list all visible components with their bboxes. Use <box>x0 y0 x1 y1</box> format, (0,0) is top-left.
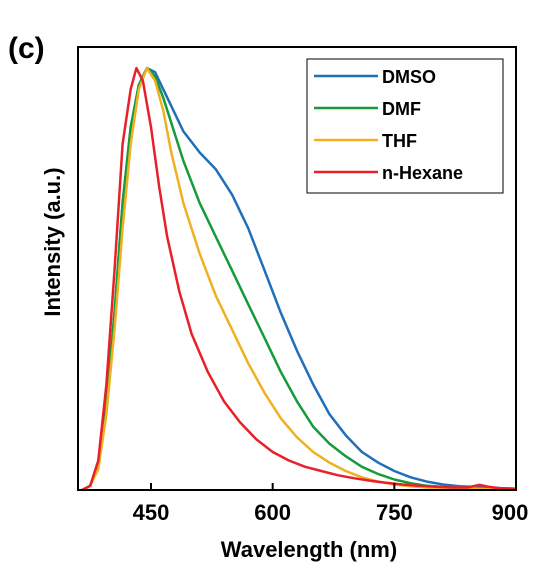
series-layer <box>81 66 517 492</box>
panel-label: (c) <box>8 32 45 65</box>
legend-label-thf: THF <box>382 131 417 151</box>
x-tick-label: 750 <box>376 500 413 525</box>
series-line-n-hexane <box>81 66 517 492</box>
legend-label-dmso: DMSO <box>382 67 436 87</box>
legend-box <box>306 58 504 194</box>
x-tick-label: 900 <box>492 500 529 525</box>
legend-label-dmf: DMF <box>382 99 421 119</box>
x-axis-title: Wavelength (nm) <box>221 537 397 562</box>
legend: DMSO DMF THF n-Hexane <box>306 58 504 194</box>
y-axis-title: Intensity (a.u.) <box>40 167 65 316</box>
x-tick-label: 600 <box>254 500 291 525</box>
plot-frame <box>77 46 517 491</box>
x-tick-label: 450 <box>133 500 170 525</box>
tick-layer: 450 600 750 900 <box>133 483 529 525</box>
legend-label-n-hexane: n-Hexane <box>382 163 463 183</box>
